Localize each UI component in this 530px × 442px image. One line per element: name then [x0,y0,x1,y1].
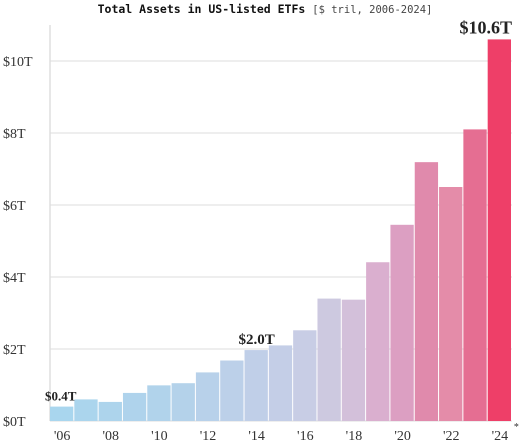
x-tick-label: '24 [492,429,509,442]
y-tick-label: $2T [3,343,26,358]
bar-2018 [341,299,366,421]
bar-2009 [122,392,147,421]
x-tick-label: '06 [54,429,71,442]
bar-2019 [366,262,390,421]
bar-2017 [317,298,341,421]
bar-2011 [171,383,195,421]
bar-2020 [390,224,414,421]
annotation-2006: $0.4T [45,389,77,404]
x-tick-label: '18 [346,429,363,442]
chart-title-line: Total Assets in US-listed ETFs [$ tril, … [0,2,530,16]
x-tick-label: '20 [394,429,411,442]
bar-2013 [220,360,244,421]
y-tick-label: $0T [3,415,26,430]
x-tick-label: '10 [151,429,168,442]
y-tick-label: $4T [3,271,26,286]
y-tick-label: $6T [3,199,26,214]
x-tick-asterisk: * [514,422,519,433]
annotation-2024: $10.6T [459,17,512,37]
bar-2012 [195,372,220,421]
bar-layer [50,39,511,422]
x-tick-label: '12 [200,429,217,442]
annotation-2014: $2.0T [239,332,275,348]
bar-2024 [487,39,511,422]
label-layer: $0T $2T $4T $6T $8T $10T '06 '08 '10 '12 '14 '16 '18… [3,17,519,442]
y-tick-label: $10T [3,55,33,70]
bar-2006 [50,406,74,421]
chart-subtitle: [$ tril, 2006-2024] [312,4,433,16]
bar-2015 [268,345,293,421]
bar-2007 [74,399,98,421]
bar-2023 [463,129,487,421]
bar-2021 [414,162,439,421]
bar-2014 [244,350,268,421]
bar-2022 [439,187,463,421]
bar-2016 [293,330,317,421]
bar-2010 [147,385,171,421]
chart-title: Total Assets in US-listed ETFs [97,2,306,16]
x-tick-label: '22 [443,429,460,442]
y-tick-label: $8T [3,127,26,142]
x-tick-label: '08 [103,429,120,442]
x-tick-label: '14 [248,429,265,442]
bar-2008 [98,401,122,421]
x-tick-label: '16 [297,429,314,442]
